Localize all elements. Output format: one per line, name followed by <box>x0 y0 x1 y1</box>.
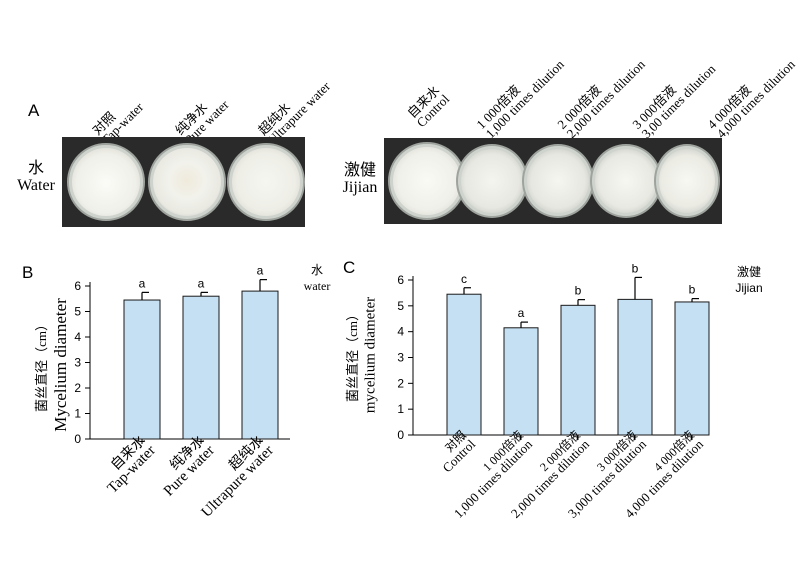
bar <box>560 304 596 436</box>
y-tick-label: 1 <box>397 402 404 416</box>
chart-b-ylabel-cn: 菌丝直径（cm） <box>34 318 49 412</box>
jijian-photo-strip <box>384 138 722 224</box>
y-tick-label: 1 <box>74 407 81 421</box>
y-tick-label: 3 <box>74 356 81 370</box>
petri-dish <box>456 144 528 218</box>
jijian-col-label-1: 自来水 Control <box>404 82 453 131</box>
y-tick-label: 6 <box>74 279 81 293</box>
panel-a-letter: A <box>28 101 40 120</box>
bar <box>503 327 539 436</box>
chart-c-legend: 激健 Jijian <box>735 265 763 295</box>
jijian-col-label-2: 1 000倍液 1,000 times dilution <box>473 56 567 142</box>
bar <box>123 299 161 440</box>
chart-c-ylabel-en: mycelium diameter <box>363 297 379 413</box>
water-row-label: 水 Water <box>17 160 55 194</box>
significance-letter: c <box>461 272 467 286</box>
y-tick-label: 0 <box>74 432 81 446</box>
y-tick-label: 0 <box>397 428 404 442</box>
y-tick-label: 4 <box>74 330 81 344</box>
jijian-col-label-5: 4 000倍液 4,000 times dilution <box>704 56 798 142</box>
y-tick-label: 5 <box>74 305 81 319</box>
y-tick-label: 2 <box>74 381 81 395</box>
chart-b-legend: 水 water <box>303 263 331 293</box>
y-tick-label: 5 <box>397 299 404 313</box>
significance-letter: a <box>518 306 525 320</box>
bar <box>674 301 710 436</box>
jijian-col-label-3: 2 000倍液 2,000 times dilution <box>554 56 648 142</box>
panel-c-letter: C <box>343 258 356 277</box>
significance-letter: a <box>139 276 146 290</box>
significance-letter: b <box>575 284 582 298</box>
water-photo-strip <box>62 137 305 227</box>
petri-dish <box>590 144 662 218</box>
petri-dish <box>67 143 145 221</box>
bar <box>446 293 482 436</box>
y-tick-label: 2 <box>397 376 404 390</box>
bar <box>182 295 220 440</box>
y-tick-label: 4 <box>397 325 404 339</box>
y-tick-label: 6 <box>397 273 404 287</box>
petri-dish <box>148 143 226 221</box>
petri-dish <box>654 144 720 218</box>
panel-b-letter: B <box>22 263 34 282</box>
chart-c-ylabel-cn: 菌丝直径（cm） <box>345 308 360 402</box>
chart-b: 菌丝直径（cm） Mycelium diameter 0 1 2 3 4 5 6 a 自来水Ta… <box>34 264 290 521</box>
petri-dish <box>388 142 466 220</box>
significance-letter: a <box>257 264 264 278</box>
bar <box>617 298 653 436</box>
jijian-row-label: 激健 Jijian <box>342 162 378 196</box>
significance-letter: b <box>689 283 696 297</box>
significance-letter: b <box>632 261 639 275</box>
significance-letter: a <box>198 276 205 290</box>
bar <box>241 290 279 440</box>
water-col-label-3: 超纯水 Ultrapure water <box>255 78 334 148</box>
y-tick-label: 3 <box>397 351 404 365</box>
chart-b-ylabel-en: Mycelium diameter <box>51 298 70 432</box>
petri-dish <box>227 143 305 221</box>
petri-dish <box>522 144 594 218</box>
